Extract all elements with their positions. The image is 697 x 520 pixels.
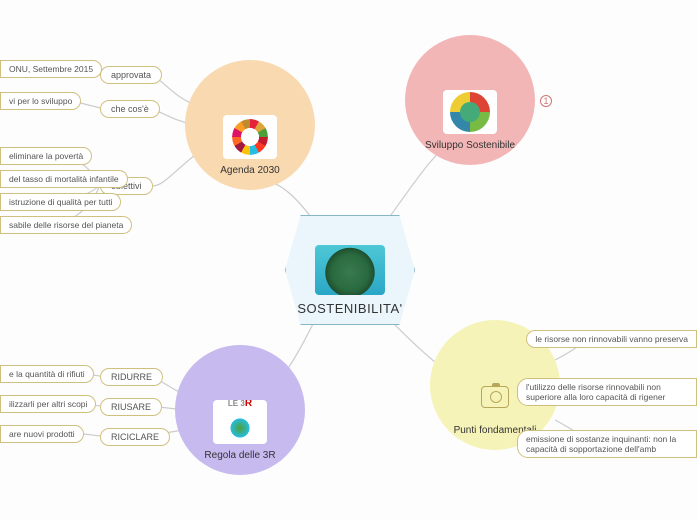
agenda-label: Agenda 2030	[220, 165, 280, 176]
center-label: SOSTENIBILITA'	[297, 301, 402, 316]
sviluppo-image	[443, 90, 497, 134]
regola-child-riciclare[interactable]: RICICLARE	[100, 428, 170, 446]
agenda-leaf-poverta[interactable]: eliminare la povertà	[0, 147, 92, 165]
center-node[interactable]: SOSTENIBILITA'	[285, 215, 415, 325]
regola-image: LE 3R	[213, 400, 267, 444]
regola-leaf-ridurre[interactable]: e la quantità di rifiuti	[0, 365, 94, 383]
punti-leaf-2[interactable]: l'utilizzo delle risorse rinnovabili non…	[517, 378, 697, 406]
punti-leaf-1[interactable]: le risorse non rinnovabili vanno preserv…	[526, 330, 697, 348]
agenda-leaf-mortalita[interactable]: del tasso di mortalità infantile	[0, 170, 128, 188]
regola-label: Regola delle 3R	[204, 450, 275, 461]
punti-leaf-3[interactable]: emissione di sostanze inquinanti: non la…	[517, 430, 697, 458]
regola-child-ridurre[interactable]: RIDURRE	[100, 368, 163, 386]
branch-regola[interactable]: LE 3R Regola delle 3R	[175, 345, 305, 475]
agenda-image	[223, 115, 277, 159]
regola-child-riusare[interactable]: RIUSARE	[100, 398, 162, 416]
regola-leaf-riciclare[interactable]: are nuovi prodotti	[0, 425, 84, 443]
agenda-leaf-risorse[interactable]: sabile delle risorse del pianeta	[0, 216, 132, 234]
branch-sviluppo[interactable]: Sviluppo Sostenibile	[405, 35, 535, 165]
agenda-child-checose[interactable]: che cos'è	[100, 100, 160, 118]
branch-agenda[interactable]: Agenda 2030	[185, 60, 315, 190]
regola-leaf-riusare[interactable]: ilizzarli per altri scopi	[0, 395, 96, 413]
expand-handle-sviluppo[interactable]: 1	[540, 95, 552, 107]
agenda-leaf-istruzione[interactable]: istruzione di qualità per tutti	[0, 193, 121, 211]
agenda-leaf-onu[interactable]: ONU, Settembre 2015	[0, 60, 102, 78]
camera-icon	[481, 386, 509, 408]
punti-image-placeholder	[468, 375, 522, 419]
agenda-child-approvata[interactable]: approvata	[100, 66, 162, 84]
center-image	[315, 245, 385, 295]
agenda-leaf-sviluppo[interactable]: vi per lo sviluppo	[0, 92, 81, 110]
sviluppo-label: Sviluppo Sostenibile	[425, 140, 515, 151]
